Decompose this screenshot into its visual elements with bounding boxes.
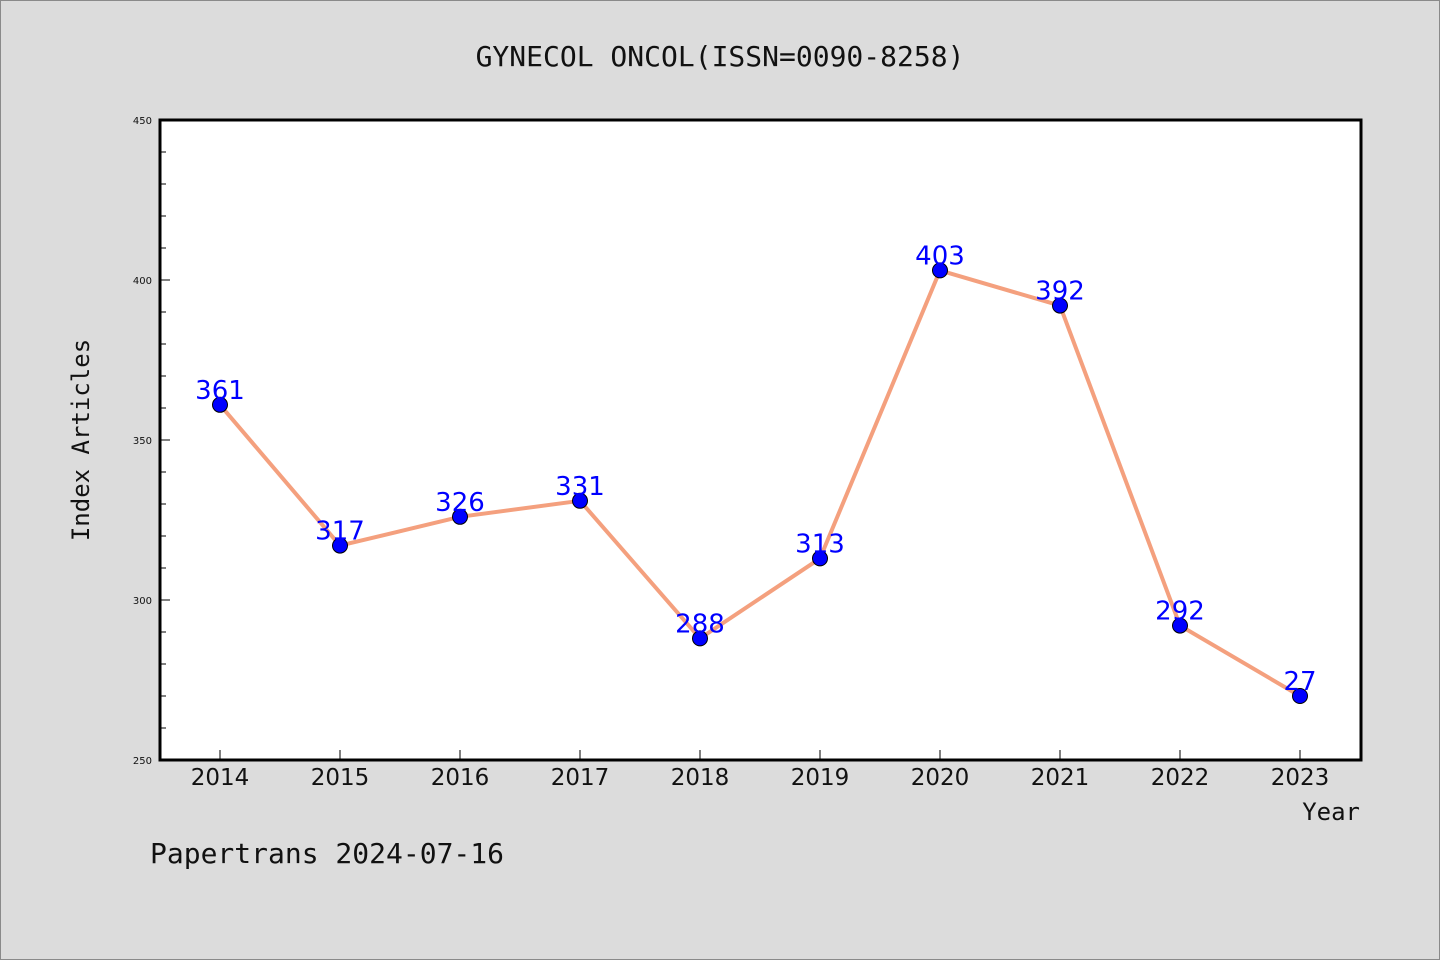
data-point — [932, 262, 948, 279]
x-tick-label: 2017 — [551, 765, 610, 791]
x-tick-label: 2018 — [671, 765, 730, 791]
data-label: 313 — [795, 529, 845, 559]
data-point — [692, 630, 708, 647]
data-label: 326 — [435, 488, 485, 518]
y-tick-label: 250 — [133, 756, 152, 767]
y-tick-label: 450 — [133, 116, 152, 127]
data-label: 288 — [675, 609, 725, 639]
data-label: 27 — [1283, 667, 1316, 697]
series-line — [218, 268, 1302, 698]
x-tick-label: 2021 — [1031, 765, 1090, 791]
data-point — [332, 537, 348, 554]
x-axis: 2014 2015 2016 2017 2018 2019 2020 2021 2022 2023 — [191, 750, 1330, 791]
plot-area — [158, 118, 1363, 762]
x-tick-label: 2019 — [791, 765, 850, 791]
data-label: 331 — [555, 472, 605, 502]
data-label: 361 — [195, 376, 245, 406]
chart-title: GYNECOL ONCOL(ISSN=0090-8258) — [476, 40, 965, 73]
data-label: 292 — [1155, 597, 1205, 627]
x-tick-label: 2016 — [431, 765, 490, 791]
data-point — [1172, 617, 1188, 634]
data-point — [212, 396, 228, 413]
series-polyline — [218, 268, 1302, 698]
x-tick-label: 2014 — [191, 765, 250, 791]
y-tick-label: 300 — [133, 596, 152, 607]
data-label: 392 — [1035, 277, 1085, 307]
series-markers — [212, 262, 1308, 704]
data-point — [452, 508, 468, 525]
data-label: 403 — [915, 241, 965, 271]
data-point — [812, 550, 828, 567]
x-tick-label: 2015 — [311, 765, 370, 791]
x-tick-label: 2023 — [1271, 765, 1330, 791]
data-point — [572, 492, 588, 509]
x-tick-label: 2020 — [911, 765, 970, 791]
data-labels: 361 317 326 331 288 313 403 392 292 27 — [195, 241, 1316, 697]
y-axis-label: Index Articles — [67, 339, 95, 541]
data-point — [1052, 297, 1068, 314]
data-point — [1292, 688, 1308, 704]
x-axis-label: Year — [1302, 798, 1360, 826]
data-label: 317 — [315, 517, 365, 547]
x-tick-label: 2022 — [1151, 765, 1210, 791]
footer-text: Papertrans 2024-07-16 — [150, 837, 504, 870]
y-axis: 250 300 350 400 450 — [133, 116, 170, 767]
y-tick-label: 350 — [133, 436, 152, 447]
y-tick-label: 400 — [133, 276, 152, 287]
